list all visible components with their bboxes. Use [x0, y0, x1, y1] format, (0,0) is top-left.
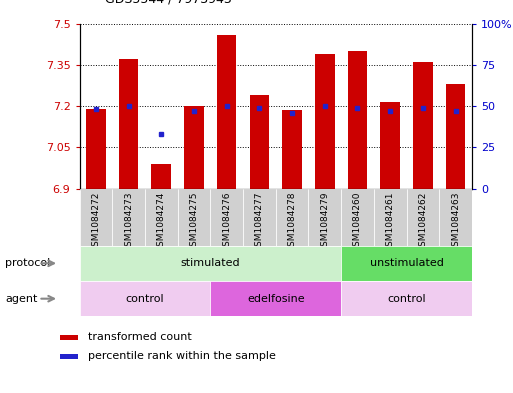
Text: GSM1084260: GSM1084260 [353, 191, 362, 252]
Text: GSM1084274: GSM1084274 [157, 191, 166, 252]
Bar [413, 62, 432, 189]
Bar [80, 246, 341, 281]
Bar [406, 189, 439, 246]
Bar [60, 335, 78, 340]
Text: GSM1084272: GSM1084272 [91, 191, 101, 252]
Text: control: control [387, 294, 426, 304]
Text: edelfosine: edelfosine [247, 294, 305, 304]
Text: GSM1084279: GSM1084279 [320, 191, 329, 252]
Text: protocol: protocol [5, 258, 50, 268]
Bar [439, 189, 472, 246]
Bar [308, 189, 341, 246]
Bar [341, 189, 374, 246]
Bar [380, 102, 400, 189]
Bar [86, 109, 106, 189]
Text: transformed count: transformed count [88, 332, 191, 342]
Text: GSM1084262: GSM1084262 [419, 191, 427, 252]
Text: GSM1084277: GSM1084277 [255, 191, 264, 252]
Bar [374, 189, 406, 246]
Text: agent: agent [5, 294, 37, 304]
Bar [119, 59, 139, 189]
Bar [348, 51, 367, 189]
Bar [341, 281, 472, 316]
Text: GSM1084263: GSM1084263 [451, 191, 460, 252]
Bar [145, 189, 177, 246]
Bar [446, 84, 465, 189]
Text: percentile rank within the sample: percentile rank within the sample [88, 351, 275, 361]
Text: GDS5544 / 7973943: GDS5544 / 7973943 [105, 0, 232, 6]
Bar [112, 189, 145, 246]
Bar [282, 110, 302, 189]
Bar [210, 281, 341, 316]
Bar [80, 281, 210, 316]
Text: GSM1084275: GSM1084275 [189, 191, 199, 252]
Bar [315, 54, 334, 189]
Bar [217, 35, 236, 189]
Text: GSM1084261: GSM1084261 [386, 191, 394, 252]
Text: GSM1084278: GSM1084278 [288, 191, 297, 252]
Bar [80, 189, 112, 246]
Bar [275, 189, 308, 246]
Text: GSM1084276: GSM1084276 [222, 191, 231, 252]
Text: unstimulated: unstimulated [369, 258, 444, 268]
Text: GSM1084273: GSM1084273 [124, 191, 133, 252]
Bar [341, 246, 472, 281]
Bar [210, 189, 243, 246]
Bar [177, 189, 210, 246]
Text: control: control [126, 294, 164, 304]
Bar [249, 95, 269, 189]
Bar [151, 164, 171, 189]
Bar [243, 189, 276, 246]
Bar [60, 354, 78, 359]
Text: stimulated: stimulated [181, 258, 240, 268]
Bar [184, 106, 204, 189]
